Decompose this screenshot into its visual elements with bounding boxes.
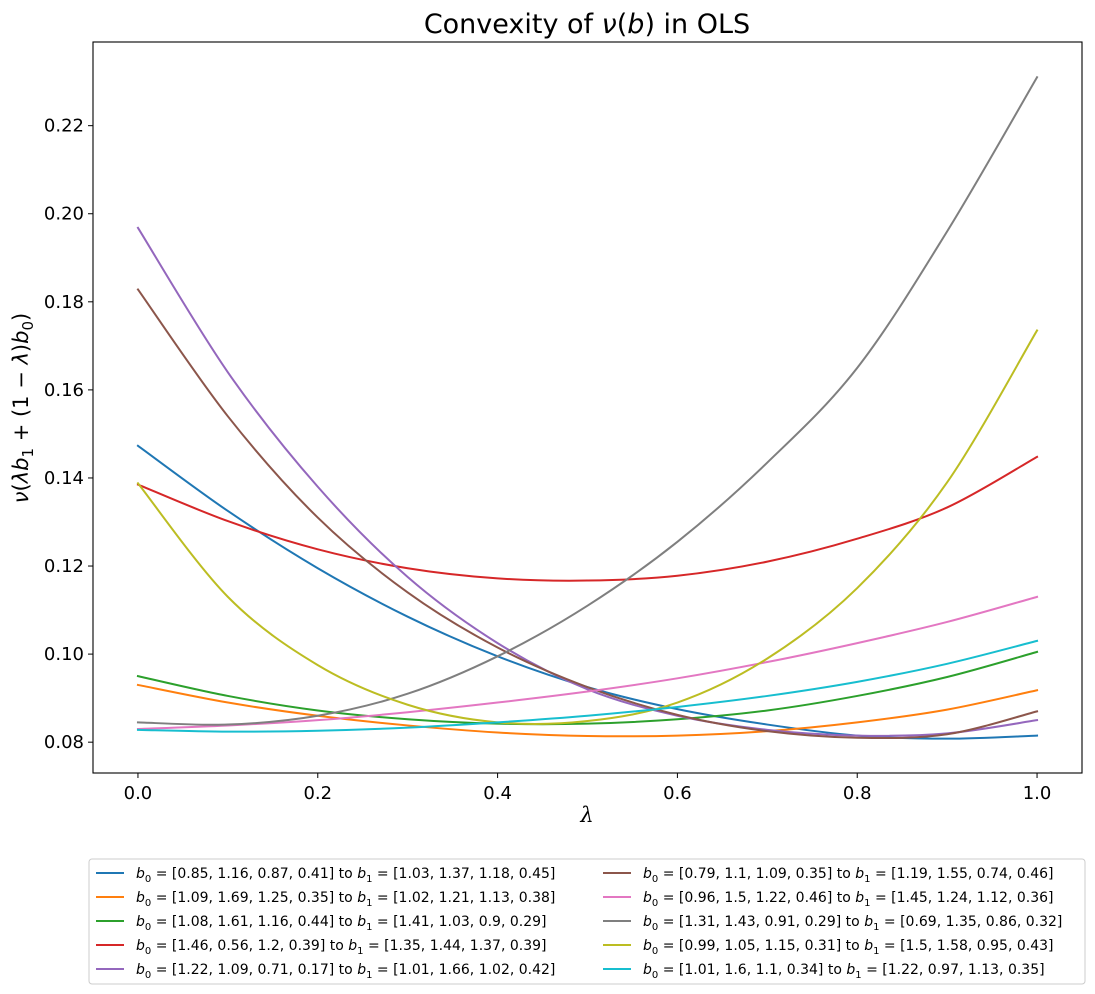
x-tick-label: 0.8 — [843, 783, 872, 804]
legend-label: b0 = [1.08, 1.61, 1.16, 0.44] to b1 = [1… — [136, 914, 547, 933]
y-axis-label: ν(λb1 + (1 − λ)b0) — [9, 313, 37, 503]
plot-frame — [92, 41, 1083, 774]
y-tick-label: 0.18 — [44, 292, 84, 313]
y-tick-label: 0.08 — [44, 732, 84, 753]
legend-item-5: b0 = [1.22, 1.09, 0.71, 0.17] to b1 = [1… — [96, 962, 555, 981]
x-axis: 0.0 0.2 0.4 0.6 0.8 1.0 — [124, 773, 1052, 804]
legend-label: b0 = [1.31, 1.43, 0.91, 0.29] to b1 = [0… — [643, 914, 1062, 933]
series-line-4 — [136, 455, 1039, 582]
legend-label: b0 = [0.96, 1.5, 1.22, 0.46] to b1 = [1.… — [643, 890, 1054, 909]
legend-item-2: b0 = [1.09, 1.69, 1.25, 0.35] to b1 = [1… — [96, 890, 555, 909]
plot-lines — [136, 75, 1039, 740]
series-line-10 — [136, 639, 1039, 733]
chart-title: Convexity of ν(b) in OLS — [424, 9, 750, 40]
y-axis: 0.08 0.10 0.12 0.14 0.16 0.18 0.20 0.22 — [44, 116, 93, 753]
legend-item-3: b0 = [1.08, 1.61, 1.16, 0.44] to b1 = [1… — [96, 914, 547, 933]
legend-frame — [88, 858, 1086, 985]
y-tick-label: 0.16 — [44, 380, 84, 401]
series-line-2 — [136, 683, 1039, 738]
x-tick-label: 0.0 — [124, 783, 153, 804]
y-tick-label: 0.20 — [44, 204, 84, 225]
x-axis-label: λ — [579, 803, 593, 827]
x-tick-label: 0.6 — [663, 783, 692, 804]
x-tick-label: 0.4 — [483, 783, 512, 804]
series-line-7 — [136, 595, 1039, 730]
legend-label: b0 = [0.99, 1.05, 1.15, 0.31] to b1 = [1… — [643, 938, 1054, 957]
legend-label: b0 = [1.01, 1.6, 1.1, 0.34] to b1 = [1.2… — [643, 962, 1045, 981]
legend-label: b0 = [1.46, 0.56, 1.2, 0.39] to b1 = [1.… — [136, 938, 547, 957]
legend-label: b0 = [1.09, 1.69, 1.25, 0.35] to b1 = [1… — [136, 890, 555, 909]
legend-item-8: b0 = [1.31, 1.43, 0.91, 0.29] to b1 = [0… — [603, 914, 1062, 933]
x-tick-label: 1.0 — [1023, 783, 1052, 804]
y-tick-label: 0.12 — [44, 556, 84, 577]
legend-label: b0 = [0.85, 1.16, 0.87, 0.41] to b1 = [1… — [136, 866, 555, 885]
legend-item-6: b0 = [0.79, 1.1, 1.09, 0.35] to b1 = [1.… — [603, 866, 1054, 885]
legend: b0 = [0.85, 1.16, 0.87, 0.41] to b1 = [1… — [88, 858, 1086, 985]
series-line-9 — [136, 329, 1039, 726]
legend-label: b0 = [0.79, 1.1, 1.09, 0.35] to b1 = [1.… — [643, 866, 1054, 885]
y-tick-label: 0.14 — [44, 468, 84, 489]
series-line-3 — [136, 650, 1039, 726]
legend-item-1: b0 = [0.85, 1.16, 0.87, 0.41] to b1 = [1… — [96, 866, 555, 885]
y-tick-label: 0.22 — [44, 116, 84, 137]
series-line-6 — [136, 288, 1039, 740]
legend-item-4: b0 = [1.46, 0.56, 1.2, 0.39] to b1 = [1.… — [96, 938, 547, 957]
y-tick-label: 0.10 — [44, 644, 84, 665]
legend-item-10: b0 = [1.01, 1.6, 1.1, 0.34] to b1 = [1.2… — [603, 962, 1045, 981]
legend-item-7: b0 = [0.96, 1.5, 1.22, 0.46] to b1 = [1.… — [603, 890, 1054, 909]
x-tick-label: 0.2 — [303, 783, 332, 804]
legend-item-9: b0 = [0.99, 1.05, 1.15, 0.31] to b1 = [1… — [603, 938, 1054, 957]
series-line-8 — [136, 75, 1039, 726]
legend-label: b0 = [1.22, 1.09, 0.71, 0.17] to b1 = [1… — [136, 962, 555, 981]
